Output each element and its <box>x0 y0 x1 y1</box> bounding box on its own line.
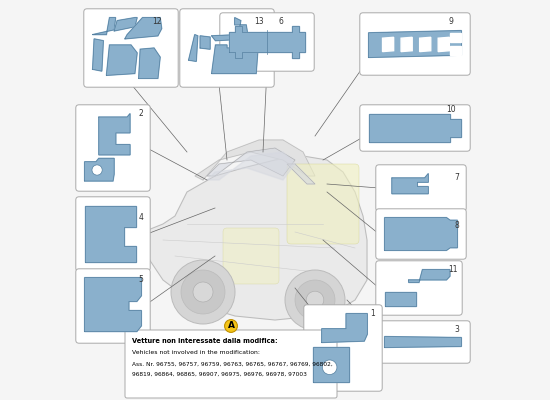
Polygon shape <box>312 347 349 382</box>
Text: Ass. Nr. 96755, 96757, 96759, 96763, 96765, 96767, 96769, 96802,: Ass. Nr. 96755, 96757, 96759, 96763, 967… <box>132 362 333 366</box>
Polygon shape <box>189 35 198 61</box>
Circle shape <box>285 270 345 330</box>
Polygon shape <box>143 156 367 320</box>
Text: 96819, 96864, 96865, 96907, 96975, 96976, 96978, 97003: 96819, 96864, 96865, 96907, 96975, 96976… <box>132 372 307 377</box>
Polygon shape <box>125 18 162 39</box>
FancyBboxPatch shape <box>376 321 470 363</box>
Polygon shape <box>384 292 416 306</box>
Polygon shape <box>85 206 136 262</box>
FancyBboxPatch shape <box>304 305 382 391</box>
Polygon shape <box>114 18 137 31</box>
Polygon shape <box>212 45 258 74</box>
Circle shape <box>171 260 235 324</box>
Circle shape <box>181 270 225 314</box>
FancyBboxPatch shape <box>76 269 150 343</box>
FancyBboxPatch shape <box>376 165 466 211</box>
Polygon shape <box>392 174 428 194</box>
Polygon shape <box>450 46 461 55</box>
Polygon shape <box>195 140 315 180</box>
Text: 3: 3 <box>454 326 459 334</box>
Circle shape <box>295 280 335 320</box>
Polygon shape <box>207 152 295 180</box>
Text: 4: 4 <box>139 214 144 222</box>
Polygon shape <box>368 30 461 58</box>
Polygon shape <box>229 26 305 58</box>
Polygon shape <box>401 37 412 52</box>
Text: 12: 12 <box>152 18 162 26</box>
FancyBboxPatch shape <box>376 209 466 259</box>
Polygon shape <box>438 37 449 52</box>
Circle shape <box>306 291 324 309</box>
FancyBboxPatch shape <box>76 197 150 271</box>
FancyBboxPatch shape <box>376 261 462 315</box>
FancyBboxPatch shape <box>360 105 470 151</box>
Polygon shape <box>384 336 461 348</box>
Circle shape <box>92 165 102 175</box>
Polygon shape <box>99 114 130 155</box>
FancyBboxPatch shape <box>180 9 274 87</box>
Polygon shape <box>212 18 249 41</box>
Polygon shape <box>382 37 394 52</box>
Text: 5: 5 <box>139 276 144 284</box>
FancyBboxPatch shape <box>76 105 150 191</box>
Polygon shape <box>450 33 461 42</box>
FancyBboxPatch shape <box>223 228 279 284</box>
FancyBboxPatch shape <box>125 330 337 398</box>
FancyBboxPatch shape <box>360 13 470 75</box>
Circle shape <box>322 360 337 374</box>
Text: 7: 7 <box>454 174 459 182</box>
FancyBboxPatch shape <box>220 13 314 71</box>
Polygon shape <box>420 37 431 52</box>
Polygon shape <box>85 158 114 181</box>
Text: 11: 11 <box>448 266 458 274</box>
Circle shape <box>193 282 213 302</box>
Text: 1: 1 <box>371 310 375 318</box>
Polygon shape <box>207 148 295 176</box>
Polygon shape <box>85 278 141 332</box>
Polygon shape <box>106 45 137 75</box>
Polygon shape <box>384 218 458 250</box>
Text: 8: 8 <box>455 222 459 230</box>
Polygon shape <box>200 36 210 49</box>
Text: 13: 13 <box>254 18 264 26</box>
Text: Vetture non interessate dalla modifica:: Vetture non interessate dalla modifica: <box>132 338 278 344</box>
Text: A: A <box>228 322 234 330</box>
Text: 6: 6 <box>278 18 283 26</box>
Polygon shape <box>322 314 367 342</box>
Polygon shape <box>139 48 160 78</box>
FancyBboxPatch shape <box>287 164 359 244</box>
Polygon shape <box>368 114 461 142</box>
Text: 10: 10 <box>446 106 456 114</box>
Text: Vehicles not involved in the modification:: Vehicles not involved in the modificatio… <box>132 350 260 355</box>
Polygon shape <box>409 270 450 282</box>
Polygon shape <box>92 39 103 71</box>
FancyBboxPatch shape <box>84 9 178 87</box>
Polygon shape <box>92 18 116 35</box>
Text: 9: 9 <box>449 18 453 26</box>
Polygon shape <box>287 164 315 184</box>
Text: 2: 2 <box>139 110 144 118</box>
Circle shape <box>224 320 238 332</box>
